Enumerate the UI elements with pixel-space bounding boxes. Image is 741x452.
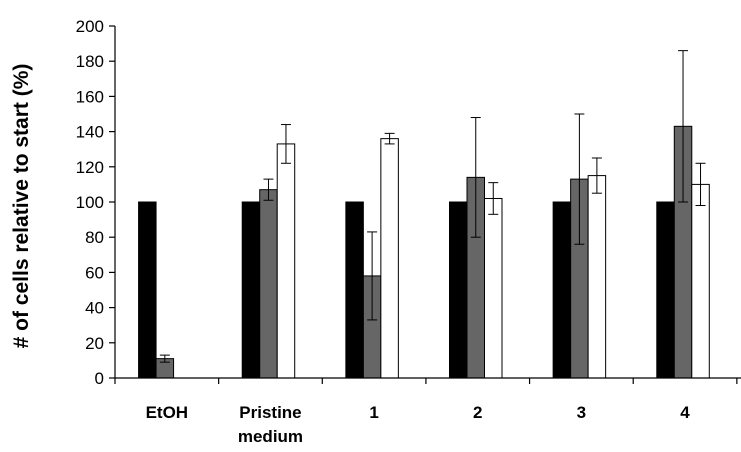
- bar: [259, 189, 278, 379]
- y-tick-label: 60: [85, 263, 104, 282]
- y-tick-label: 180: [76, 52, 104, 71]
- bar: [380, 138, 399, 379]
- y-axis: 0 20 40 60 80 100 120 140 160 180 200: [76, 17, 116, 388]
- bar: [552, 201, 572, 379]
- bar: [587, 175, 607, 379]
- y-tick-label: 120: [76, 158, 104, 177]
- x-tick-label: 3: [577, 403, 586, 422]
- bar: [483, 197, 503, 379]
- y-tick-label: 160: [76, 87, 104, 106]
- x-tick-label: 1: [369, 403, 378, 422]
- bar: [448, 201, 468, 379]
- x-tick-label: EtOH: [146, 403, 189, 422]
- y-tick-label: 200: [76, 17, 104, 36]
- bar: [241, 201, 261, 379]
- bar: [691, 183, 710, 379]
- bar: [276, 143, 296, 379]
- x-axis: EtOH Pristine medium 1 2 3 4: [114, 377, 741, 446]
- y-tick-label: 140: [76, 123, 104, 142]
- x-tick-label: 4: [680, 403, 690, 422]
- bar: [656, 201, 675, 379]
- x-tick-label: Pristine medium: [238, 403, 303, 446]
- y-tick-label: 80: [85, 228, 104, 247]
- y-tick-label: 100: [76, 193, 104, 212]
- bar: [345, 201, 364, 379]
- error-bars: [159, 50, 706, 363]
- y-axis-label: # of cells relative to start (%): [10, 64, 33, 349]
- bars: [138, 125, 710, 379]
- y-tick-label: 0: [95, 369, 104, 388]
- y-tick-label: 20: [85, 334, 104, 353]
- y-tick-label: 40: [85, 299, 104, 318]
- bar: [138, 201, 157, 379]
- x-tick-label: 2: [473, 403, 482, 422]
